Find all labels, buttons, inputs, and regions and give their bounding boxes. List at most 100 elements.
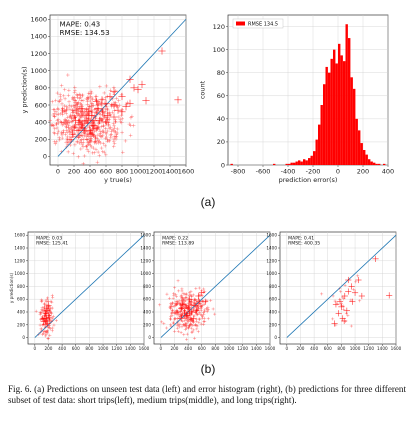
panel-b-left-cloud-marker bbox=[34, 309, 38, 313]
panel-b-middle-cloud-marker bbox=[179, 299, 183, 303]
panel-a-left-data-point bbox=[106, 92, 114, 101]
panel-a-left-cloud-marker bbox=[99, 134, 103, 139]
panel-a-left-cloud-marker bbox=[107, 124, 111, 128]
panel-a-left-cloud-marker bbox=[90, 127, 95, 131]
panel-b-middle-cloud-marker bbox=[186, 301, 190, 305]
panel-b-middle-cloud-marker bbox=[179, 302, 183, 306]
panel-a-left-cloud-marker bbox=[72, 95, 77, 100]
panel-a-right-bar bbox=[285, 163, 288, 165]
panel-a-left-cloud-marker bbox=[99, 112, 103, 117]
panel-a-left-cloud-marker bbox=[61, 130, 66, 135]
panel-b-left-annotation: RMSE: 125.41 bbox=[36, 241, 68, 247]
panel-a-left-data-point bbox=[126, 99, 134, 107]
panel-b-middle-cloud-marker bbox=[174, 292, 178, 297]
panel-b-left-cloud-marker bbox=[39, 311, 43, 315]
panel-b-middle-cloud-marker bbox=[169, 314, 173, 318]
panel-a-left-x-tick-label: 1600 bbox=[178, 168, 195, 176]
panel-b-left-cloud-marker bbox=[42, 310, 46, 314]
panel-a-left-cloud-marker bbox=[73, 98, 78, 103]
panel-b-middle-data-point bbox=[178, 305, 185, 312]
panel-b-left-cloud-marker bbox=[47, 299, 51, 303]
panel-a-left-cloud-marker bbox=[64, 104, 69, 109]
panel-a-left-cloud-marker bbox=[90, 101, 94, 106]
panel-a-left-y-tick-label: 1200 bbox=[30, 50, 47, 58]
panel-a-left-cloud-marker bbox=[83, 131, 88, 136]
panel-a-right-bar bbox=[230, 163, 233, 165]
panel-b-middle-cloud-marker bbox=[169, 303, 173, 307]
panel-a-left-cloud-marker bbox=[66, 150, 70, 154]
panel-a-left-cloud-marker bbox=[89, 89, 93, 94]
panel-b-middle-cloud-marker bbox=[182, 333, 186, 337]
panel-a-left-x-tick-label: 1000 bbox=[130, 168, 147, 176]
panel-a-left-cloud-marker bbox=[68, 126, 72, 131]
panel-b-left-x-tick-label: 1000 bbox=[98, 346, 109, 351]
panel-a-left-cloud-marker bbox=[61, 94, 66, 98]
panel-b-left-x-tick-label: 1400 bbox=[125, 346, 136, 351]
panel-b-middle-cloud-marker bbox=[173, 286, 177, 290]
panel-a-left-cloud-marker bbox=[49, 123, 54, 128]
panel-b-middle-cloud-marker bbox=[204, 306, 208, 311]
panel-a-left-cloud-marker bbox=[98, 131, 103, 136]
panel-b-right-x-tick-label: 800 bbox=[337, 346, 345, 351]
panel-a-left-data-point bbox=[158, 47, 166, 55]
panel-a-left-cloud-marker bbox=[85, 97, 90, 102]
panel-a-left-cloud-marker bbox=[48, 118, 53, 123]
panel-a-left-cloud-marker bbox=[64, 124, 68, 129]
panel-b-middle-cloud-marker bbox=[185, 337, 189, 341]
panel-a-left-cloud-marker bbox=[79, 98, 83, 103]
panel-a-left-cloud-marker bbox=[68, 143, 73, 147]
panel-a-left-cloud-marker bbox=[113, 120, 118, 124]
panel-a-left-cloud-marker bbox=[75, 104, 80, 109]
panel-a-left-cloud-marker bbox=[99, 146, 104, 150]
panel-a-left-cloud-marker bbox=[95, 125, 100, 130]
panel-a-left-cloud-marker bbox=[130, 114, 134, 119]
panel-b-right-x-tick-label: 1600 bbox=[391, 346, 402, 351]
panel-a-left-y-tick-label: 600 bbox=[35, 101, 47, 109]
panel-b-middle-cloud-marker bbox=[202, 287, 206, 291]
panel-b-middle-y-tick-label: 1000 bbox=[140, 271, 151, 276]
panel-a-left-cloud-marker bbox=[79, 140, 84, 145]
panel-b-middle-cloud-marker bbox=[175, 326, 179, 330]
panel-a-right-bar bbox=[343, 61, 346, 165]
panel-b-middle-cloud-marker bbox=[169, 324, 173, 328]
panel-a-right-bar bbox=[330, 58, 333, 165]
panel-a-right-y-tick-label: 120 bbox=[213, 23, 225, 31]
panel-b-middle-cloud-marker bbox=[191, 293, 196, 297]
panel-b-middle-x-tick-label: 1200 bbox=[237, 346, 248, 351]
panel-b-middle-cloud-marker bbox=[180, 295, 184, 299]
panel-a-left-cloud-marker bbox=[93, 122, 97, 126]
panel-a-left-annotation: RMSE: 134.53 bbox=[60, 28, 110, 37]
panel-b-left-cloud-marker bbox=[38, 313, 42, 317]
panel-a-left-data-point bbox=[94, 104, 102, 113]
panel-a-right-legend bbox=[232, 18, 284, 29]
panel-b-left-data-point bbox=[41, 315, 48, 322]
panel-b-middle-cloud-marker bbox=[173, 304, 177, 308]
panel-a-left-cloud-marker bbox=[108, 125, 113, 130]
panel-b-left-cloud-marker bbox=[44, 330, 48, 334]
panel-a-left-cloud-marker bbox=[92, 129, 97, 134]
panel-a-left-cloud-marker bbox=[114, 96, 119, 101]
panel-b-left-x-tick-label: 400 bbox=[58, 346, 66, 351]
panel-a-left-data-point bbox=[118, 92, 126, 101]
panel-a-left-cloud-marker bbox=[56, 129, 61, 133]
panel-a-left-cloud-marker bbox=[91, 146, 96, 150]
panel-a-left-cloud-marker bbox=[110, 127, 114, 132]
panel-b-right-cloud-marker bbox=[331, 294, 335, 298]
panel-b-right-data-point bbox=[348, 283, 355, 290]
panel-a-left-cloud-marker bbox=[118, 120, 123, 124]
panel-a-right-bar bbox=[310, 155, 313, 165]
panel-b-middle-cloud-marker bbox=[171, 308, 175, 312]
panel-a-left-cloud-marker bbox=[115, 103, 119, 108]
panel-b-right-data-point bbox=[336, 298, 344, 305]
panel-a-left-cloud-marker bbox=[79, 107, 84, 111]
panel-a-left-cloud-marker bbox=[73, 143, 77, 147]
panel-a-left-cloud-marker bbox=[93, 139, 98, 144]
panel-a-left-cloud-marker bbox=[67, 88, 71, 93]
panel-a-left-cloud-marker bbox=[80, 113, 85, 118]
panel-b-right-annotation: MAPE: 0.41 bbox=[288, 235, 314, 241]
panel-a-left-cloud-marker bbox=[103, 95, 108, 100]
panel-b-left-cloud-marker bbox=[46, 328, 50, 332]
panel-b-right-x-tick-label: 0 bbox=[285, 346, 288, 351]
panel-b-right-x-tick-label: 1000 bbox=[350, 346, 361, 351]
